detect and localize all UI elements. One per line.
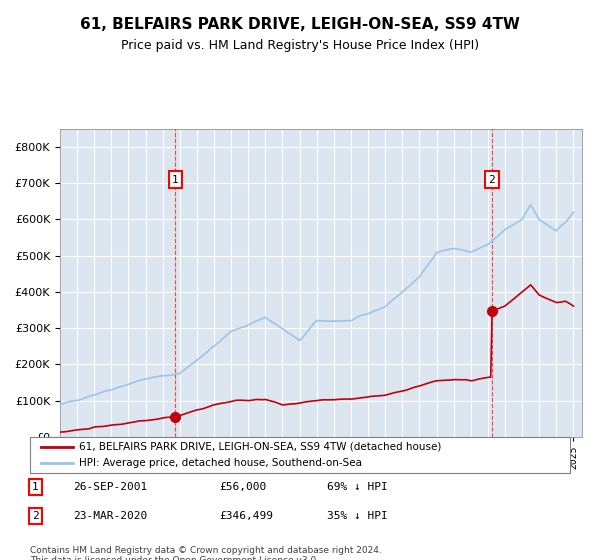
Text: 1: 1 <box>32 482 39 492</box>
Text: Contains HM Land Registry data © Crown copyright and database right 2024.
This d: Contains HM Land Registry data © Crown c… <box>30 546 382 560</box>
Text: 2: 2 <box>488 175 495 185</box>
Text: 69% ↓ HPI: 69% ↓ HPI <box>327 482 388 492</box>
Text: 23-MAR-2020: 23-MAR-2020 <box>73 511 148 521</box>
FancyBboxPatch shape <box>30 437 570 473</box>
Text: £56,000: £56,000 <box>219 482 266 492</box>
Text: 26-SEP-2001: 26-SEP-2001 <box>73 482 148 492</box>
Text: £346,499: £346,499 <box>219 511 273 521</box>
Text: 35% ↓ HPI: 35% ↓ HPI <box>327 511 388 521</box>
Text: 2: 2 <box>32 511 39 521</box>
Text: Price paid vs. HM Land Registry's House Price Index (HPI): Price paid vs. HM Land Registry's House … <box>121 39 479 52</box>
Text: HPI: Average price, detached house, Southend-on-Sea: HPI: Average price, detached house, Sout… <box>79 458 362 468</box>
Text: 61, BELFAIRS PARK DRIVE, LEIGH-ON-SEA, SS9 4TW (detached house): 61, BELFAIRS PARK DRIVE, LEIGH-ON-SEA, S… <box>79 442 441 452</box>
Text: 61, BELFAIRS PARK DRIVE, LEIGH-ON-SEA, SS9 4TW: 61, BELFAIRS PARK DRIVE, LEIGH-ON-SEA, S… <box>80 17 520 32</box>
Text: 1: 1 <box>172 175 179 185</box>
